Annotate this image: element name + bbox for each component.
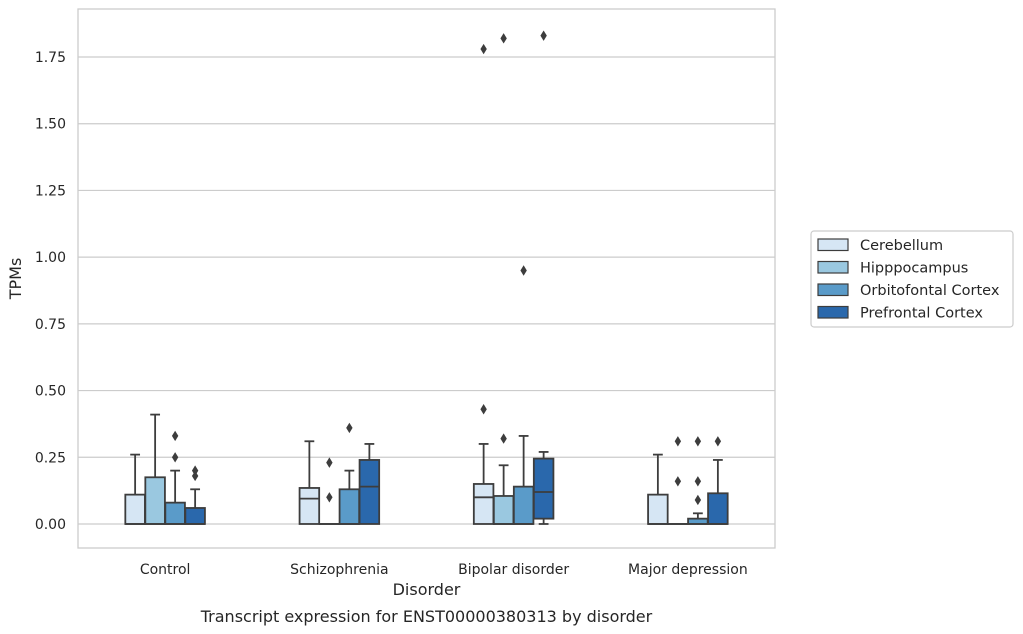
x-tick-label: Major depression	[628, 562, 748, 578]
box-hipppocampus	[667, 436, 689, 525]
box-hipppocampus	[318, 457, 341, 525]
legend: Cerebellum Hipppocampus Orbitofontal Corte…	[810, 230, 1014, 328]
x-axis-title: Disorder	[393, 580, 461, 599]
legend-label: Cerebellum	[860, 238, 943, 254]
box-orbitofontal-cortex	[687, 436, 709, 525]
outlier-point	[714, 436, 722, 447]
legend-swatch	[817, 305, 849, 319]
outlier-point	[480, 43, 487, 55]
legend-label: Hipppocampus	[860, 261, 968, 277]
plot-frame	[77, 8, 776, 549]
box-iqr	[338, 488, 361, 525]
box-iqr	[358, 459, 381, 525]
y-axis-title: TPMs	[6, 258, 25, 301]
box-cerebellum	[124, 453, 146, 525]
box-cerebellum	[647, 453, 669, 525]
outlier-point	[480, 404, 487, 415]
box-prefrontal-cortex	[184, 465, 206, 525]
outlier-point	[171, 452, 179, 463]
box-prefrontal-cortex	[532, 30, 555, 525]
box-iqr	[124, 493, 146, 525]
box-iqr	[707, 492, 729, 525]
box-iqr	[647, 493, 669, 525]
box-iqr	[472, 483, 495, 525]
box-orbitofontal-cortex	[338, 422, 361, 525]
outlier-point	[500, 433, 507, 444]
legend-swatch	[817, 238, 849, 252]
y-tick-label: 0.50	[35, 384, 66, 400]
y-tick-label: 0.75	[35, 317, 66, 333]
chart-title: Transcript expression for ENST0000038031…	[200, 607, 653, 626]
outlier-point	[191, 470, 199, 482]
y-tick-label: 1.25	[35, 183, 66, 199]
x-tick-label: Schizophrenia	[290, 562, 388, 578]
outlier-point	[694, 476, 702, 487]
boxes	[124, 30, 729, 525]
outlier-point	[346, 422, 353, 434]
box-cerebellum	[472, 43, 495, 525]
box-orbitofontal-cortex	[164, 430, 186, 525]
box-iqr	[144, 476, 166, 525]
y-tick-label: 0.25	[35, 450, 66, 466]
y-tick-label: 1.00	[35, 250, 66, 266]
box-iqr	[532, 457, 555, 520]
outlier-point	[326, 457, 333, 468]
gridlines	[78, 56, 775, 525]
box-cerebellum	[298, 440, 321, 525]
outlier-point	[326, 492, 333, 503]
box-hipppocampus	[144, 413, 166, 525]
legend-swatch	[817, 283, 849, 297]
box-prefrontal-cortex	[707, 436, 729, 525]
legend-frame	[810, 230, 1014, 328]
box-iqr	[164, 501, 186, 525]
outlier-point	[694, 494, 702, 506]
outlier-point	[540, 30, 547, 41]
outlier-point	[694, 436, 702, 447]
legend-swatch	[817, 260, 849, 274]
outlier-point	[191, 465, 199, 476]
box-hipppocampus	[492, 33, 515, 525]
legend-label: Orbitofontal Cortex	[860, 283, 1000, 299]
box-iqr	[512, 485, 535, 525]
y-tick-label: 1.50	[35, 117, 66, 133]
outlier-point	[674, 436, 682, 447]
legend-label: Prefrontal Cortex	[860, 306, 983, 322]
box-prefrontal-cortex	[358, 443, 381, 525]
outlier-point	[520, 265, 527, 276]
x-tick-label: Control	[140, 562, 191, 578]
y-tick-label: 0.00	[35, 517, 66, 533]
outlier-point	[500, 33, 507, 44]
y-tick-label: 1.75	[35, 50, 66, 66]
outlier-point	[674, 476, 682, 487]
x-tick-label: Bipolar disorder	[458, 562, 569, 578]
x-tick-labels: Control Schizophrenia Bipolar disorder Majo…	[140, 562, 748, 578]
box-iqr	[298, 487, 321, 525]
box-iqr	[184, 507, 206, 525]
box-orbitofontal-cortex	[512, 265, 535, 525]
box-iqr	[492, 495, 515, 525]
y-tick-labels: 0.00 0.25 0.50 0.75 1.00 1.25 1.50 1.75	[35, 50, 66, 533]
outlier-point	[171, 430, 179, 442]
